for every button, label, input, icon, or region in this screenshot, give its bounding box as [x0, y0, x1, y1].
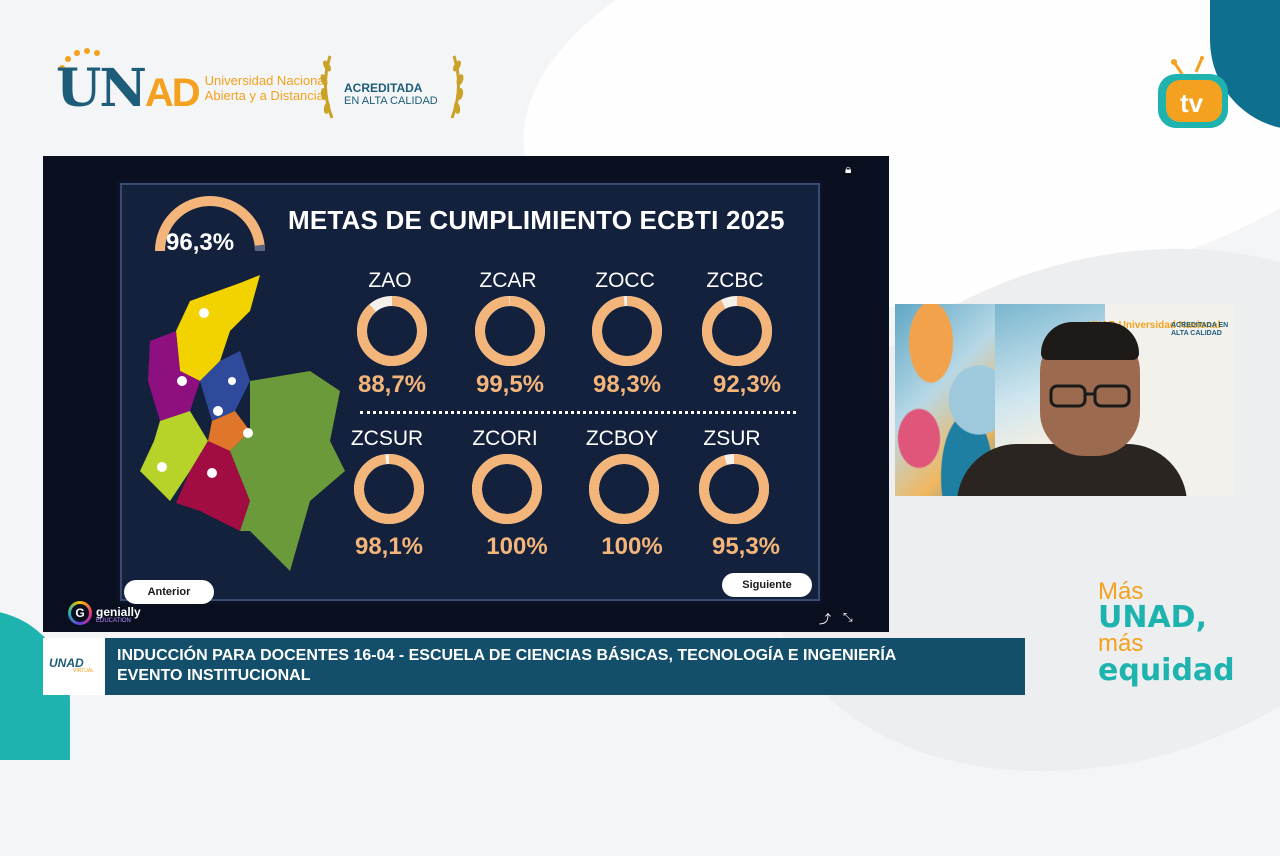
lower-third-banner: UNAD VIRTUAL INDUCCIÓN PARA DOCENTES 16-…	[43, 638, 1025, 695]
zone-percentage: 95,3%	[711, 533, 781, 560]
donut-fill	[472, 454, 542, 524]
zone-donut	[475, 296, 545, 366]
logo-subtitle: Universidad Nacional Abierta y a Distanc…	[205, 73, 328, 103]
genially-badge[interactable]: genially EDUCATION	[68, 601, 148, 629]
logo-line2: Abierta y a Distancia	[204, 88, 324, 103]
zone-label: ZOCC	[595, 269, 655, 292]
slide-canvas: 96,3% METAS DE CUMPLIMIENTO ECBTI 2025 Z…	[117, 180, 823, 604]
zone-label: ZCAR	[479, 269, 537, 292]
zone-label: ZCBC	[706, 269, 764, 292]
zone-percentage: 99,5%	[475, 371, 545, 398]
webcam-accreditation: ACREDITADA EN ALTA CALIDAD	[1171, 322, 1229, 337]
zone-label: ZAO	[368, 269, 412, 292]
presenter-hair	[1041, 322, 1139, 360]
zone-percentage: 100%	[601, 533, 663, 560]
zone-label: ZCBOY	[585, 427, 659, 450]
donut-fill	[357, 296, 427, 366]
donut-fill	[702, 296, 772, 366]
zone-percentage: 98,1%	[354, 533, 424, 560]
tv-logo-text: tv	[1180, 88, 1204, 118]
zone-donut	[702, 296, 772, 366]
overall-gauge	[155, 196, 265, 252]
zone-donut	[699, 454, 769, 524]
donut-fill	[354, 454, 424, 524]
slide-title: METAS DE CUMPLIMIENTO ECBTI 2025	[288, 205, 785, 235]
zone-label: ZCORI	[472, 427, 538, 450]
row-divider	[360, 411, 796, 414]
share-icon[interactable]: ⤴	[819, 612, 832, 626]
webcam-feed: UNAD Universidad Nacional ACREDITADA EN …	[895, 304, 1234, 496]
genially-logo-icon	[68, 601, 92, 625]
previous-button[interactable]: Anterior	[124, 580, 214, 604]
accreditation-line1: ACREDITADA	[344, 81, 423, 95]
accreditation-line2: EN ALTA CALIDAD	[344, 95, 438, 107]
zone-percentage: 100%	[486, 533, 548, 560]
logo-line1: Universidad Nacional	[204, 73, 328, 88]
slogan-line1: Más	[1098, 578, 1144, 605]
donut-fill	[592, 296, 662, 366]
colombia-map	[140, 275, 345, 571]
donut-fill	[699, 454, 769, 524]
unad-logo: UNAD Universidad Nacional Abierta y a Di…	[56, 48, 328, 124]
zone-donut	[354, 454, 424, 524]
laurel-icon	[320, 55, 464, 119]
event-subtitle: EVENTO INSTITUCIONAL	[117, 667, 311, 684]
next-button[interactable]: Siguiente	[722, 573, 812, 597]
donut-fill	[589, 454, 659, 524]
slogan-line4: equidad	[1098, 653, 1235, 688]
logo-ad: AD	[144, 70, 201, 115]
zone-label: ZCSUR	[350, 427, 424, 450]
genially-edu: EDUCATION	[96, 618, 131, 624]
zone-donut	[592, 296, 662, 366]
webcam-unad-logo: UNAD Universidad Nacional	[1087, 320, 1221, 331]
unad-tv-logo-icon: tv	[1158, 56, 1228, 128]
zone-donut	[472, 454, 542, 524]
zone-percentage: 98,3%	[592, 371, 662, 398]
accreditation-text: ACREDITADA EN ALTA CALIDAD	[344, 82, 438, 108]
logo-dots-icon	[59, 48, 100, 71]
event-title: INDUCCIÓN PARA DOCENTES 16-04 - ESCUELA …	[117, 647, 897, 664]
unad-virtual-text: UNAD	[49, 656, 84, 670]
accreditation-badge: ACREDITADA EN ALTA CALIDAD	[318, 52, 464, 122]
overall-percentage: 96,3%	[166, 229, 235, 256]
zone-percentage: 92,3%	[712, 371, 782, 398]
zone-donut	[357, 296, 427, 366]
glasses-icon	[1049, 384, 1131, 408]
donut-fill	[475, 296, 545, 366]
unad-virtual-logo: UNAD VIRTUAL	[43, 638, 105, 695]
logo-wordmark: UNAD	[56, 57, 201, 119]
slogan: Más UNAD, más equidad	[1098, 580, 1268, 686]
fullscreen-icon[interactable]: ⤡	[843, 610, 853, 624]
logo-n: N	[99, 57, 147, 119]
zone-percentage: 88,7%	[357, 371, 427, 398]
genially-brand: genially	[96, 605, 141, 619]
logo-u: U	[56, 57, 101, 119]
slogan-line3: más	[1098, 630, 1144, 657]
zone-donut	[589, 454, 659, 524]
slogan-line2: UNAD,	[1098, 600, 1207, 635]
lock-icon[interactable]: 🔒︎	[845, 162, 852, 176]
presentation-viewer[interactable]: 96,3% METAS DE CUMPLIMIENTO ECBTI 2025 Z…	[43, 156, 889, 632]
unad-virtual-sub: VIRTUAL	[73, 668, 95, 674]
zone-label: ZSUR	[703, 427, 761, 450]
